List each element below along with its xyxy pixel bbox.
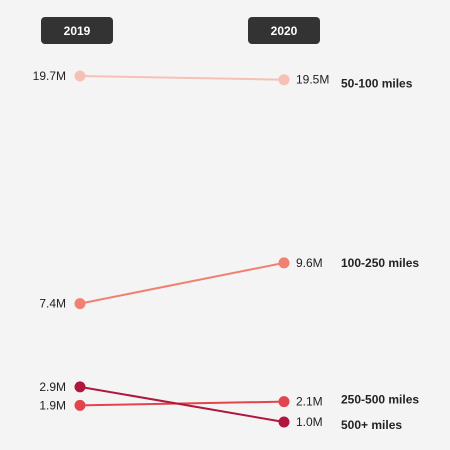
category-label-50-100-miles: 50-100 miles bbox=[341, 77, 413, 91]
value-label-50-100-miles-2020: 19.5M bbox=[296, 73, 329, 87]
series-line-500-miles bbox=[79, 385, 285, 423]
year-header-2020: 2020 bbox=[248, 17, 320, 44]
series-line-100-250-miles bbox=[79, 261, 285, 305]
value-label-500-miles-2020: 1.0M bbox=[296, 415, 323, 429]
year-header-2019-label: 2019 bbox=[64, 24, 91, 38]
data-point-100-250-miles-2020[interactable] bbox=[278, 257, 290, 269]
year-header-2020-label: 2020 bbox=[271, 24, 298, 38]
value-label-250-500-miles-2019: 1.9M bbox=[39, 398, 66, 412]
data-point-250-500-miles-2020[interactable] bbox=[278, 396, 290, 408]
category-label-250-500-miles: 250-500 miles bbox=[341, 393, 419, 407]
series-points bbox=[74, 70, 290, 428]
series-lines bbox=[79, 75, 285, 423]
value-label-500-miles-2019: 2.9M bbox=[39, 380, 66, 394]
value-label-100-250-miles-2019: 7.4M bbox=[39, 297, 66, 311]
year-header-2019-box bbox=[41, 17, 113, 44]
data-point-100-250-miles-2019[interactable] bbox=[74, 298, 86, 310]
year-header-2019: 2019 bbox=[41, 17, 113, 44]
data-point-500-miles-2020[interactable] bbox=[278, 416, 290, 428]
value-label-50-100-miles-2019: 19.7M bbox=[33, 69, 66, 83]
value-label-250-500-miles-2020: 2.1M bbox=[296, 395, 323, 409]
value-label-100-250-miles-2020: 9.6M bbox=[296, 256, 323, 270]
series-labels: 19.7M 19.5M 50-100 miles 7.4M 9.6M 100-250 mi… bbox=[33, 69, 420, 432]
data-point-50-100-miles-2019[interactable] bbox=[74, 70, 86, 82]
data-point-50-100-miles-2020[interactable] bbox=[278, 74, 290, 86]
data-point-500-miles-2019[interactable] bbox=[74, 381, 86, 393]
data-point-250-500-miles-2019[interactable] bbox=[74, 399, 86, 411]
series-line-50-100-miles bbox=[79, 75, 285, 81]
category-label-500-miles: 500+ miles bbox=[341, 418, 402, 432]
year-header-2020-box bbox=[248, 17, 320, 44]
category-label-100-250-miles: 100-250 miles bbox=[341, 256, 419, 270]
